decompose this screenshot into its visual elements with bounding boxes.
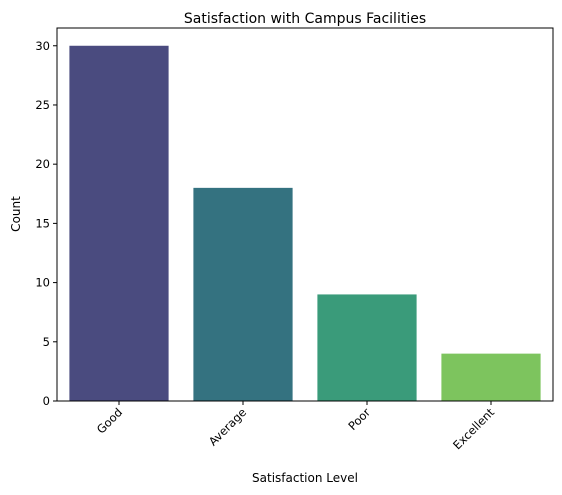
bar-poor (317, 294, 417, 401)
y-tick-label: 30 (35, 39, 50, 53)
chart-title: Satisfaction with Campus Facilities (184, 11, 426, 27)
x-axis-ticks: Good Average Poor Excellent (94, 401, 497, 452)
y-tick-label: 15 (35, 216, 50, 230)
y-axis-ticks: 0 5 10 15 20 25 30 (35, 39, 57, 408)
y-tick-label: 0 (43, 394, 50, 408)
y-axis-label: Count (9, 196, 23, 232)
bar-average (193, 187, 293, 401)
y-tick-label: 10 (35, 276, 50, 290)
y-tick-label: 20 (35, 157, 50, 171)
x-tick-label: Average (206, 405, 249, 448)
bar-good (69, 45, 169, 402)
plot-frame (56, 27, 554, 402)
y-tick-label: 25 (35, 98, 50, 112)
x-axis-label: Satisfaction Level (252, 471, 358, 485)
bar-excellent (441, 353, 541, 401)
y-tick-label: 5 (43, 335, 50, 349)
x-tick-label: Poor (345, 405, 373, 433)
x-tick-label: Excellent (450, 405, 497, 452)
bars-group (69, 45, 541, 402)
x-tick-label: Good (94, 405, 125, 436)
